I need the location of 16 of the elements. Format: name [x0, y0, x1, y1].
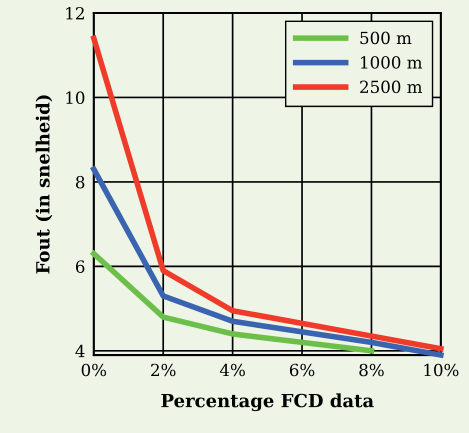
legend-label: 2500 m — [360, 80, 422, 94]
x-axis-title: Percentage FCD data — [161, 393, 374, 412]
x-tick-label: 6% — [290, 364, 314, 376]
legend-label: 500 m — [360, 32, 412, 44]
y-tick-label: 4 — [75, 344, 85, 358]
x-tick-label: 4% — [220, 364, 245, 376]
y-tick-label: 12 — [66, 6, 84, 20]
x-tick-label: 8% — [359, 364, 384, 376]
y-tick-label: 6 — [76, 260, 84, 273]
legend-label: 1000 m — [361, 56, 422, 69]
x-tick-label: 10% — [424, 364, 458, 376]
y-tick-label: 10 — [66, 91, 84, 104]
y-axis-title: Fout (in snelheid) — [36, 95, 52, 274]
x-tick-label: 0% — [82, 364, 106, 376]
y-tick-label: 8 — [76, 176, 84, 188]
x-tick-label: 2% — [151, 364, 176, 376]
